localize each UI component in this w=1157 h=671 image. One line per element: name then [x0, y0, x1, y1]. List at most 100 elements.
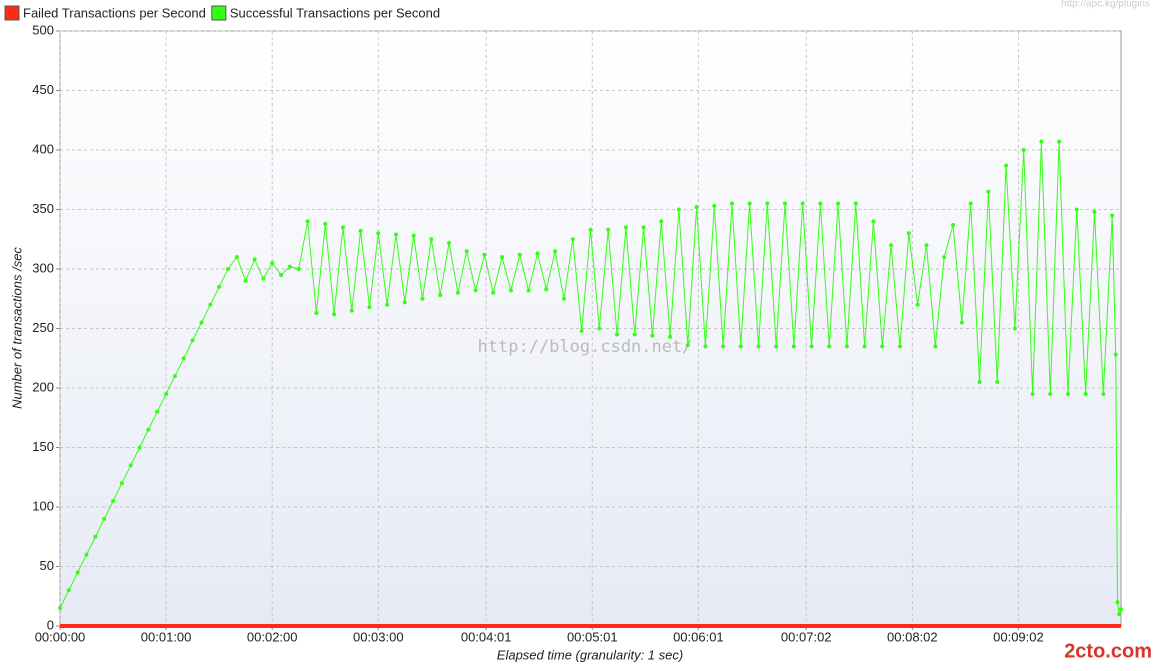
data-point [747, 201, 752, 206]
data-point [181, 356, 186, 361]
series-line [59, 141, 1122, 615]
data-point [367, 305, 372, 310]
data-point [818, 201, 823, 206]
data-point [508, 288, 513, 293]
data-point [58, 606, 62, 611]
data-point [119, 481, 124, 486]
data-point [314, 311, 319, 316]
data-point [420, 296, 425, 301]
legend-swatch [4, 5, 20, 21]
data-point [146, 427, 151, 432]
data-point [827, 344, 832, 349]
data-point [75, 570, 80, 575]
y-tick-label: 100 [32, 498, 54, 513]
data-point [1012, 326, 1017, 331]
data-point [84, 552, 89, 557]
data-point [279, 272, 284, 277]
watermark: 2cto.com [1064, 640, 1152, 662]
y-tick-label: 500 [32, 22, 54, 37]
data-point [871, 219, 876, 224]
data-point [517, 252, 522, 257]
data-point [561, 296, 566, 301]
data-point [1092, 209, 1097, 214]
y-tick-label: 250 [32, 320, 54, 335]
data-point [217, 284, 222, 289]
data-point [1004, 163, 1009, 168]
x-axis-label: Elapsed time (granularity: 1 sec) [497, 647, 683, 662]
data-point [1083, 391, 1088, 396]
data-point [1057, 139, 1062, 144]
data-point [623, 225, 628, 230]
legend-swatch [211, 5, 227, 21]
data-point [650, 333, 655, 338]
data-point [668, 334, 673, 339]
x-tick-label: 00:06:01 [673, 629, 724, 644]
data-point [676, 207, 681, 212]
data-point [164, 391, 169, 396]
data-point [968, 201, 973, 206]
data-point [482, 252, 487, 257]
data-point [1113, 352, 1118, 357]
data-point [340, 225, 345, 230]
watermark: http://apc.kg/plugins [1061, 0, 1150, 10]
x-tick-label: 00:03:00 [353, 629, 404, 644]
data-point [738, 344, 743, 349]
data-point [208, 302, 213, 307]
data-point [933, 344, 938, 349]
data-point [995, 380, 1000, 385]
data-point [703, 344, 708, 349]
y-tick-label: 300 [32, 260, 54, 275]
data-point [1115, 600, 1120, 605]
data-point [455, 290, 460, 295]
y-tick-label: 400 [32, 141, 54, 156]
data-point [765, 201, 770, 206]
y-tick-label: 450 [32, 82, 54, 97]
data-point [606, 227, 611, 232]
data-point [889, 243, 894, 248]
data-point [1074, 207, 1079, 212]
data-point [225, 267, 230, 271]
data-point [137, 445, 142, 450]
data-point [862, 344, 867, 349]
data-point [1048, 391, 1053, 396]
data-point [1030, 391, 1035, 396]
data-point [111, 499, 116, 504]
data-point [659, 219, 664, 224]
data-point [721, 344, 726, 349]
data-point [570, 237, 575, 242]
data-point [243, 278, 248, 283]
data-point [93, 534, 98, 539]
data-point [1117, 612, 1122, 617]
data-point [438, 293, 443, 298]
data-point [261, 276, 266, 281]
x-tick-label: 00:01:00 [141, 629, 192, 644]
data-point [473, 288, 478, 293]
data-point [544, 287, 549, 292]
data-point [774, 344, 779, 349]
data-point [411, 233, 416, 238]
y-tick-label: 0 [47, 617, 54, 632]
data-point [234, 255, 239, 260]
data-point [853, 201, 858, 206]
y-axis-label: Number of transactions /sec [9, 247, 24, 409]
data-point [447, 240, 452, 245]
data-point [880, 344, 885, 349]
data-point [615, 332, 620, 337]
data-point [924, 243, 929, 248]
data-point [172, 374, 177, 379]
data-point [897, 344, 902, 349]
data-point [535, 251, 540, 256]
data-point [1110, 213, 1115, 218]
data-point [526, 288, 531, 293]
data-point [783, 201, 788, 206]
data-point [287, 264, 292, 269]
data-point [588, 227, 593, 232]
data-point [712, 203, 717, 208]
data-point [491, 290, 496, 295]
watermark: http://blog.csdn.net/ [478, 337, 693, 357]
data-point [66, 588, 71, 593]
data-point [951, 222, 956, 227]
x-tick-label: 00:05:01 [567, 629, 618, 644]
data-point [270, 261, 275, 266]
